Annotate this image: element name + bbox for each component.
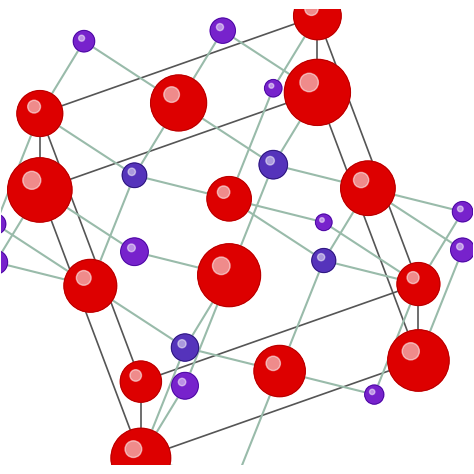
Circle shape [319, 218, 324, 222]
Circle shape [266, 156, 274, 165]
Circle shape [121, 238, 148, 265]
Circle shape [294, 0, 341, 40]
Circle shape [457, 206, 463, 212]
Circle shape [0, 214, 6, 234]
Circle shape [305, 2, 318, 16]
Circle shape [17, 91, 63, 137]
Circle shape [79, 35, 84, 41]
Circle shape [73, 30, 95, 52]
Circle shape [212, 257, 230, 274]
Circle shape [397, 263, 440, 305]
Circle shape [269, 83, 274, 88]
Circle shape [178, 340, 186, 348]
Circle shape [254, 346, 305, 397]
Circle shape [218, 186, 230, 198]
Circle shape [111, 428, 171, 474]
Circle shape [266, 356, 281, 371]
Circle shape [224, 471, 246, 474]
Circle shape [178, 378, 186, 386]
Circle shape [402, 343, 419, 360]
Circle shape [341, 161, 395, 215]
Circle shape [316, 214, 332, 230]
Circle shape [452, 201, 473, 222]
Circle shape [210, 18, 236, 43]
Circle shape [125, 441, 142, 457]
Circle shape [8, 158, 72, 222]
Circle shape [259, 150, 287, 179]
Circle shape [130, 370, 141, 381]
Circle shape [172, 334, 199, 361]
Circle shape [388, 330, 449, 391]
Circle shape [264, 80, 282, 97]
Circle shape [451, 238, 474, 262]
Circle shape [64, 259, 117, 312]
Circle shape [128, 244, 135, 252]
Circle shape [456, 243, 463, 250]
Circle shape [365, 385, 384, 404]
Circle shape [370, 389, 375, 394]
Circle shape [128, 168, 136, 175]
Circle shape [151, 75, 207, 131]
Circle shape [76, 271, 91, 285]
Circle shape [120, 361, 162, 402]
Circle shape [164, 87, 180, 102]
Circle shape [217, 24, 224, 31]
Circle shape [354, 173, 369, 188]
Circle shape [312, 248, 336, 273]
Circle shape [407, 272, 419, 283]
Circle shape [27, 100, 40, 113]
Circle shape [0, 250, 8, 274]
Circle shape [207, 177, 251, 221]
Circle shape [122, 163, 147, 188]
Circle shape [300, 73, 319, 91]
Circle shape [198, 244, 261, 307]
Circle shape [284, 59, 350, 125]
Circle shape [172, 373, 198, 399]
Circle shape [23, 171, 41, 189]
Circle shape [318, 254, 325, 261]
